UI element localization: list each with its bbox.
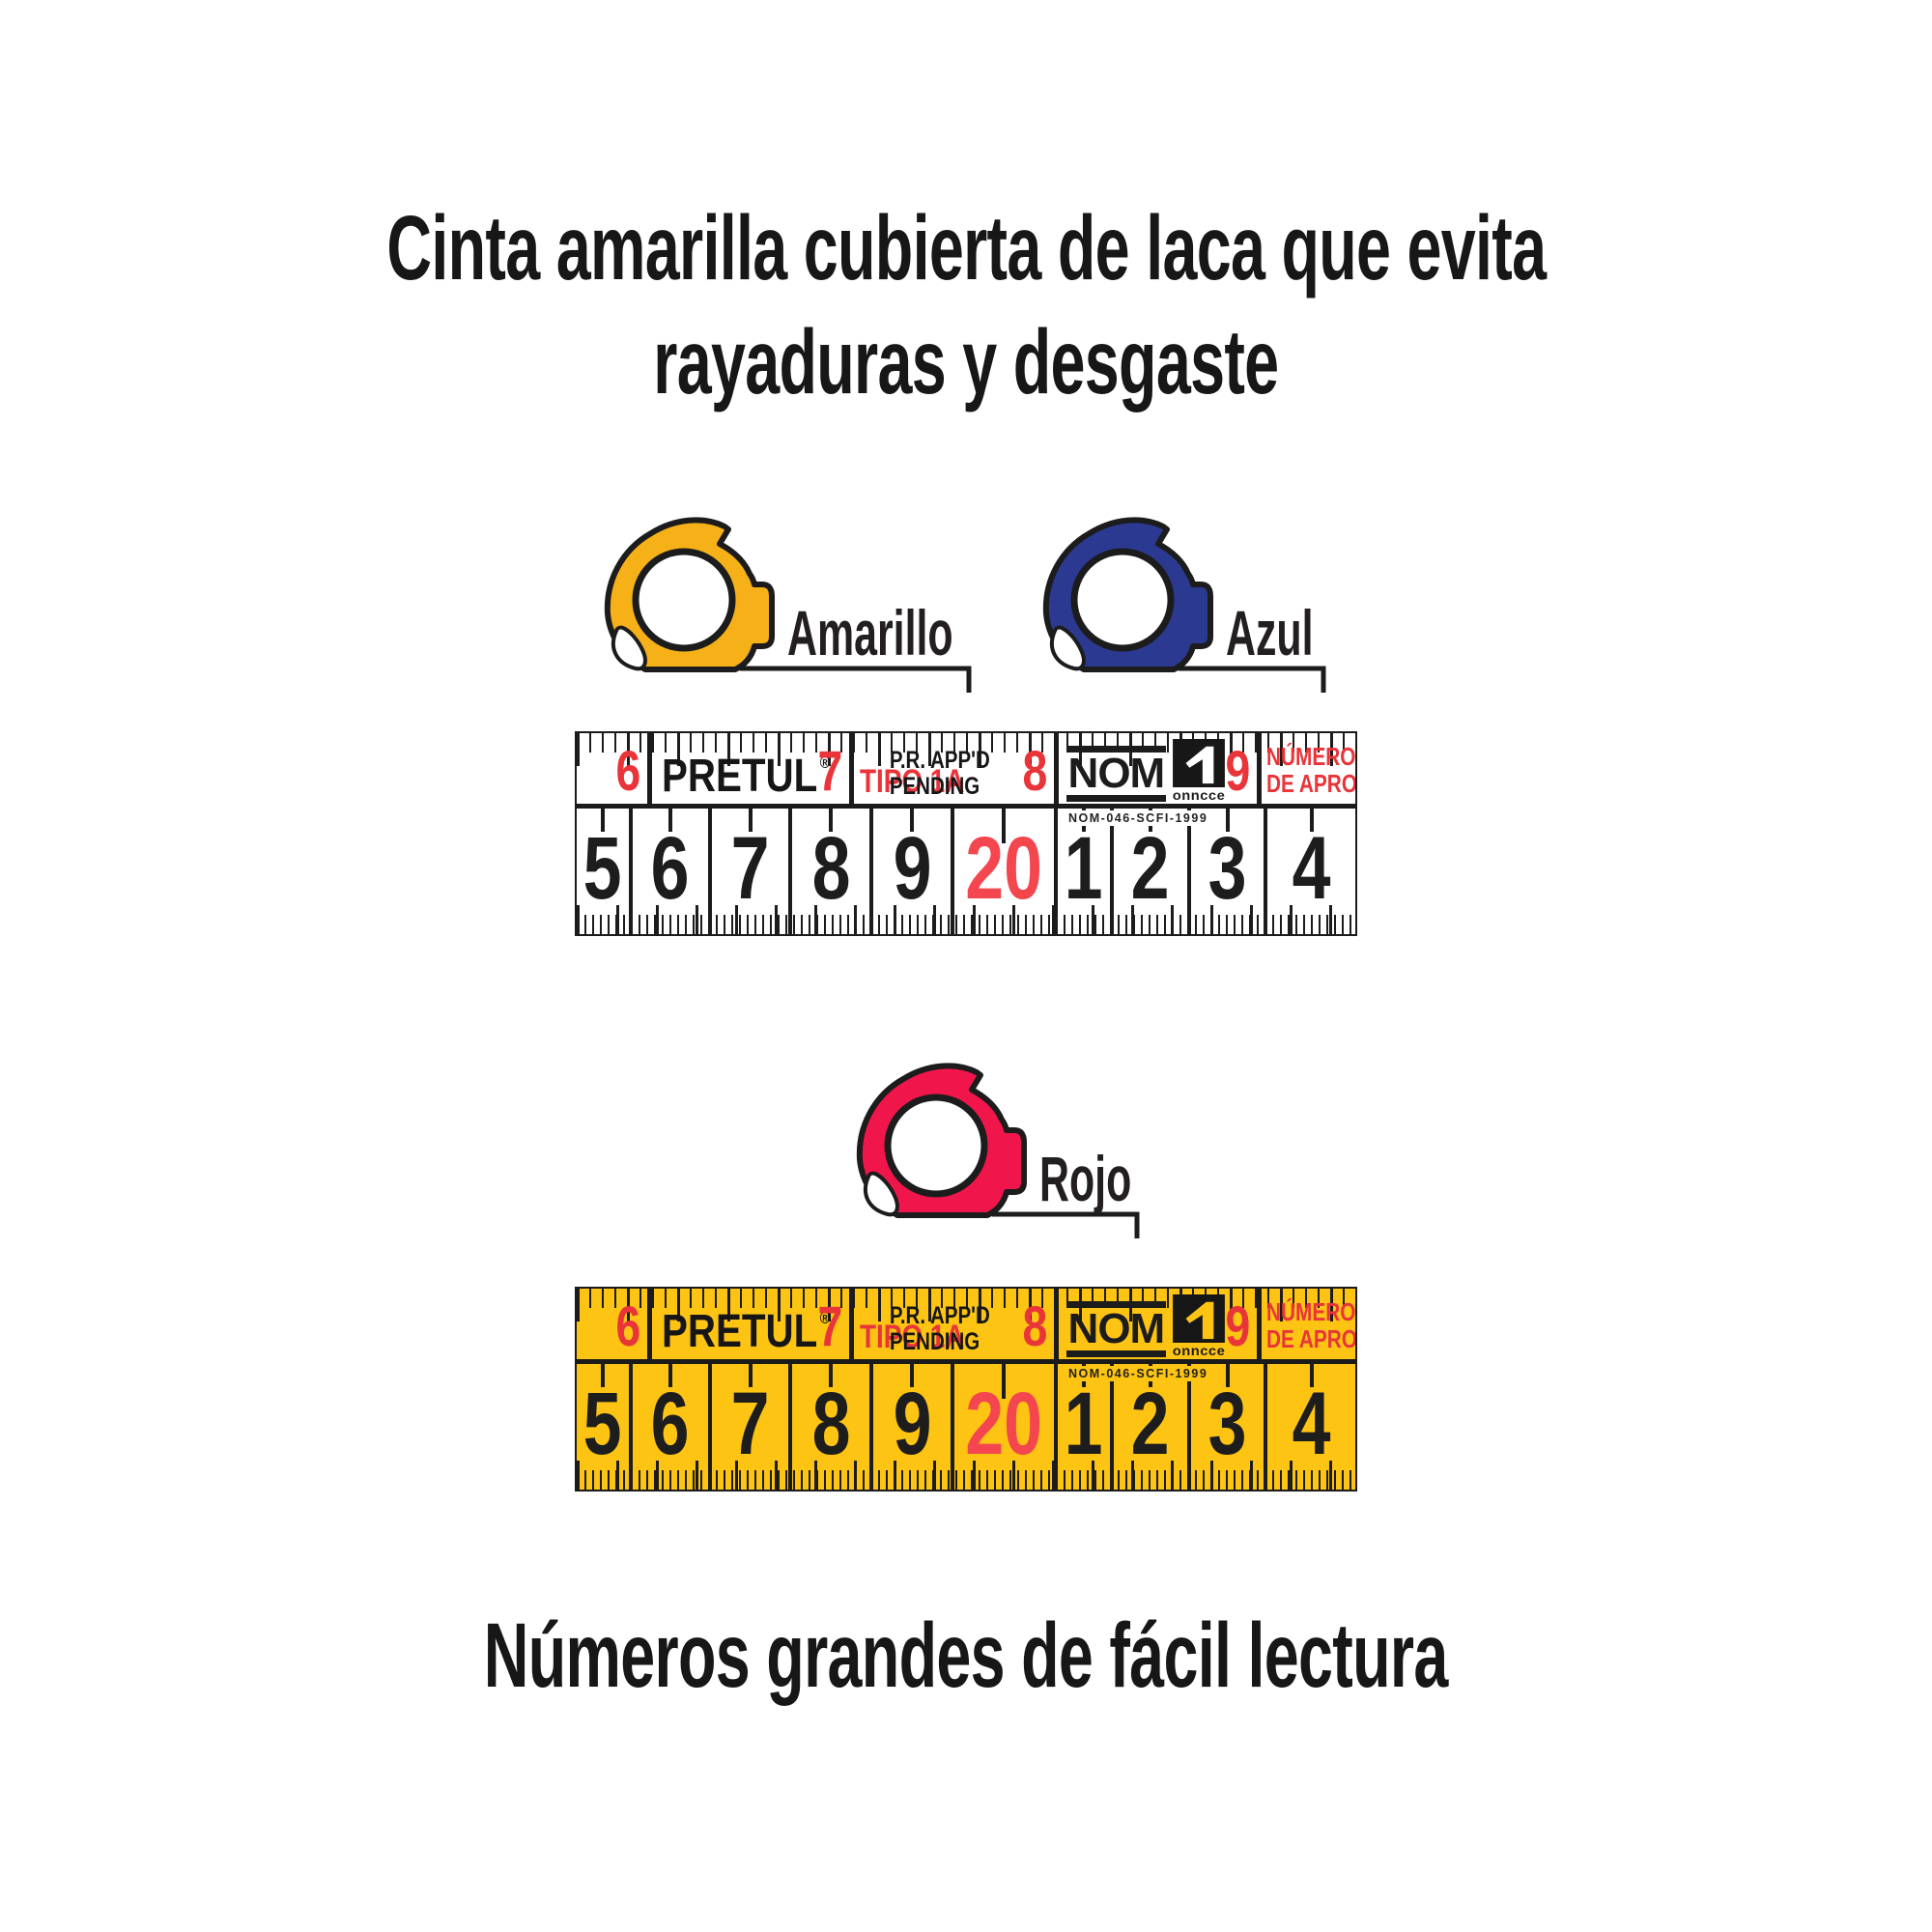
heading-bottom-text: Números grandes de fácil lectura (484, 1605, 1449, 1707)
tape-reel-hole (632, 548, 736, 652)
inch-number: 8 (1022, 740, 1048, 803)
type-label: TIPO 1A (859, 1319, 965, 1355)
heading-bottom: Números grandes de fácil lectura (0, 1599, 1932, 1713)
tape-measure-blue: Azul (1036, 513, 1422, 706)
cm-cell: 9 (873, 809, 955, 934)
tape-color-label: Azul (1226, 597, 1314, 668)
cm-cell: 1 (1058, 809, 1115, 934)
tape-measure-icon-blue (1042, 517, 1326, 693)
tape-lock-lever (863, 1171, 899, 1217)
inch-section-nom: NOM onncce ® 9 (1059, 733, 1262, 804)
cm-cell: 2 (1114, 809, 1191, 934)
heading-top-line1: Cinta amarilla cubierta de laca que evit… (385, 197, 1547, 299)
nom-standard-code: NOM-046-SCFI-1999 (1065, 810, 1211, 826)
cm-cell: 3 (1191, 1364, 1268, 1490)
inch-number: 8 (1022, 1295, 1048, 1358)
cm-cell: 3 (1191, 809, 1268, 934)
inch-section-type: TIPO 1A P.R. APP'D PENDING 8 (854, 1289, 1059, 1359)
tape-color-label: Amarillo (787, 597, 953, 668)
tape-reel-hole (1070, 548, 1175, 652)
pretul-logo: PRETUL ® (661, 751, 830, 802)
onncce-glyph-icon (1173, 739, 1226, 787)
blade-top-band: 6 PRETUL ® 7 TIPO 1A P.R. APP'D PENDING 8 … (577, 1289, 1355, 1364)
tape-measure-icon-red (856, 1063, 1140, 1238)
blade-top-band: 6 PRETUL ® 7 TIPO 1A P.R. APP'D PENDING 8 … (577, 733, 1355, 809)
cm-cell: 5 (577, 1364, 633, 1490)
tape-blade-line (1179, 666, 1326, 693)
cm-cell: 4 (1267, 809, 1355, 934)
onncce-logo: onncce (1173, 1294, 1226, 1357)
registered-mark: ® (819, 1309, 830, 1327)
heading-top-line2: rayaduras y desgaste (653, 311, 1279, 413)
tape-lock-lever (611, 625, 647, 671)
cm-cell: 9 (873, 1364, 955, 1490)
inch-section: 6 (577, 733, 652, 804)
type-label: TIPO 1A (859, 763, 965, 800)
cm-cell: 6 (633, 809, 713, 934)
cm-cell-decimeter: 20 (954, 809, 1058, 934)
onncce-logo: onncce (1173, 739, 1226, 802)
nom-onncce-logos: NOM onncce ® (1065, 1294, 1226, 1357)
tape-measure-yellow: Amarillo (597, 513, 983, 706)
nom-onncce-logos: NOM onncce ® (1065, 739, 1226, 802)
inch-number: 6 (615, 740, 641, 803)
approval-pending-label: P.R. APP'D PENDING (889, 747, 990, 800)
registered-mark: ® (819, 753, 830, 772)
cm-cell: 4 (1267, 1364, 1355, 1490)
cm-cell: 5 (577, 809, 633, 934)
blade-cm-band: 5 6 7 8 9 20 1 2 3 4 (577, 1364, 1355, 1490)
nom-logo: NOM (1065, 746, 1167, 802)
tape-color-label: Rojo (1039, 1143, 1132, 1214)
cm-cell: 6 (633, 1364, 713, 1490)
cm-cell: 1 (1058, 1364, 1115, 1490)
inch-number: 9 (1225, 740, 1251, 803)
tape-measure-icon-yellow (604, 517, 972, 693)
blade-cm-band: 5 6 7 8 9 20 1 2 3 4 (577, 809, 1355, 934)
tape-blade-line (992, 1211, 1140, 1238)
inch-section-type: TIPO 1A P.R. APP'D PENDING 8 (854, 733, 1059, 804)
measuring-blade-white: 6 PRETUL ® 7 TIPO 1A P.R. APP'D PENDING 8 … (575, 731, 1357, 936)
inch-section-brand: PRETUL ® 7 (652, 1289, 854, 1359)
tape-measure-red: Rojo (849, 1059, 1236, 1252)
tape-lock-lever (1049, 625, 1086, 671)
cm-cell: 2 (1114, 1364, 1191, 1490)
inch-section: 6 (577, 1289, 652, 1359)
inch-section-brand: PRETUL ® 7 (652, 733, 854, 804)
onncce-glyph-icon (1173, 1294, 1226, 1343)
approval-pending-label: P.R. APP'D PENDING (889, 1302, 990, 1355)
cm-cell: 7 (712, 809, 792, 934)
tape-blade-line (740, 666, 972, 693)
nom-standard-code: NOM-046-SCFI-1999 (1065, 1366, 1211, 1381)
pretul-logo: PRETUL ® (661, 1306, 830, 1357)
cm-cell: 8 (792, 809, 874, 934)
cm-cell-decimeter: 20 (954, 1364, 1058, 1490)
inch-number: 7 (817, 1295, 843, 1358)
cm-cell: 7 (712, 1364, 792, 1490)
cm-cell: 8 (792, 1364, 874, 1490)
inch-section-nom: NOM onncce ® 9 (1059, 1289, 1262, 1359)
inch-number: 6 (615, 1295, 641, 1358)
nom-logo: NOM (1065, 1301, 1167, 1357)
tape-reel-hole (884, 1094, 988, 1198)
inch-number: 7 (817, 740, 843, 803)
inch-number: 9 (1225, 1295, 1251, 1358)
heading-top: Cinta amarilla cubierta de laca que evit… (0, 191, 1932, 419)
measuring-blade-yellow: 6 PRETUL ® 7 TIPO 1A P.R. APP'D PENDING 8 … (575, 1287, 1357, 1492)
